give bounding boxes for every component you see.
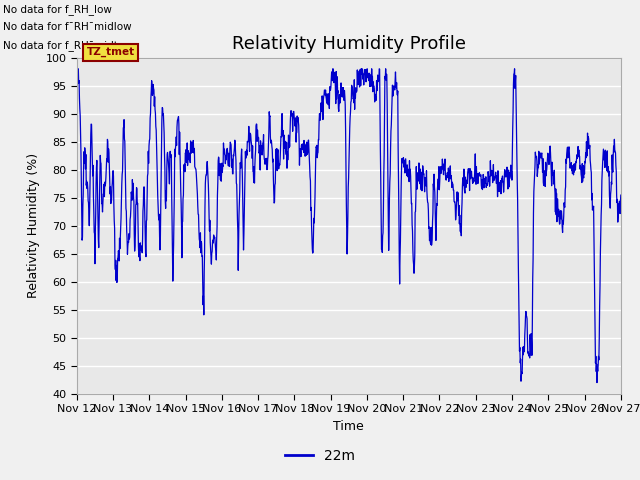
Y-axis label: Relativity Humidity (%): Relativity Humidity (%) [27,153,40,298]
Text: No data for f¯RH¯midlow: No data for f¯RH¯midlow [3,22,132,32]
X-axis label: Time: Time [333,420,364,432]
Legend: 22m: 22m [280,443,360,468]
Text: No data for f_RH_low: No data for f_RH_low [3,4,112,15]
Title: Relativity Humidity Profile: Relativity Humidity Profile [232,35,466,53]
Text: No data for f_RH¯midtop: No data for f_RH¯midtop [3,40,131,51]
Text: TZ_tmet: TZ_tmet [86,47,134,58]
